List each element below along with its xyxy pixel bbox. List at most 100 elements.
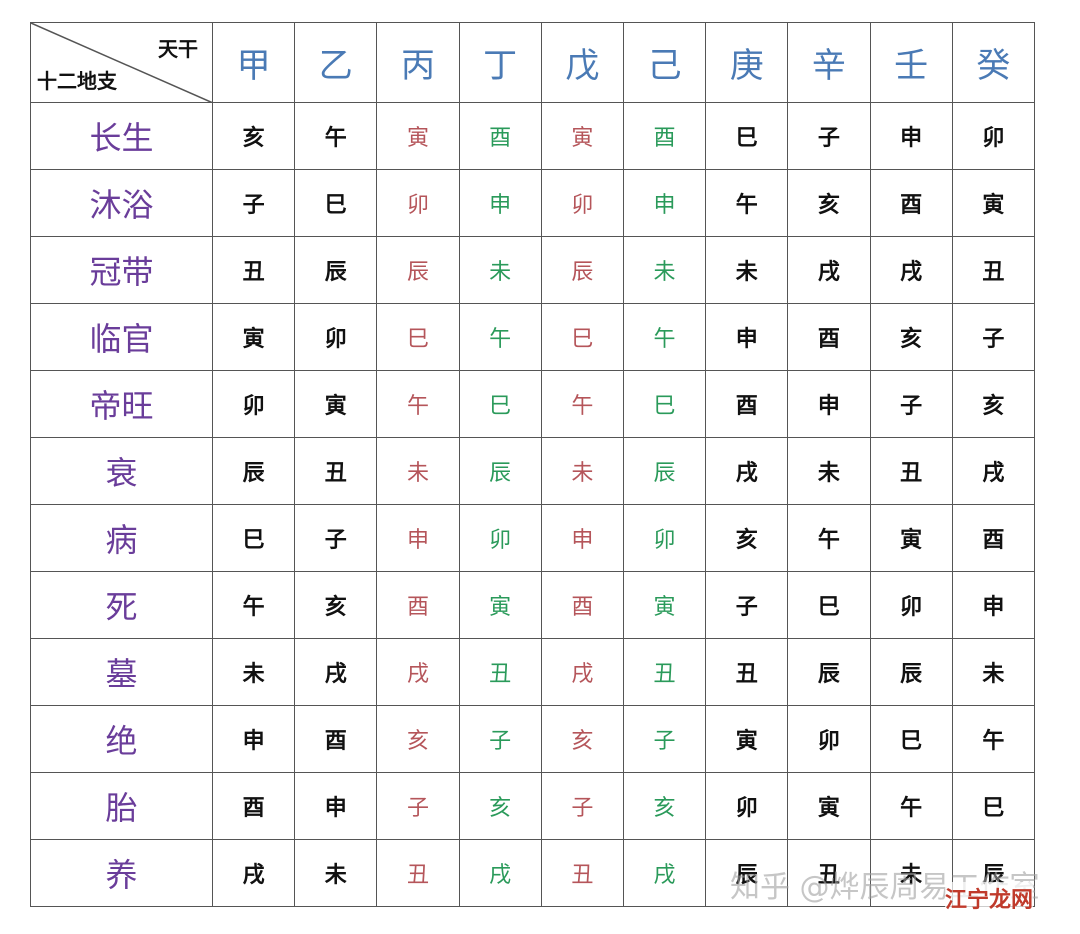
cell: 卯	[211, 370, 296, 438]
cell: 寅	[540, 102, 624, 170]
cell: 午	[211, 571, 296, 639]
cell: 午	[458, 303, 542, 371]
cell: 子	[787, 102, 871, 170]
cell: 未	[376, 437, 460, 505]
cell: 卯	[869, 571, 953, 639]
cell: 子	[458, 705, 542, 773]
cell: 未	[705, 236, 789, 304]
cell: 亥	[787, 169, 871, 237]
cell: 酉	[458, 102, 542, 170]
table: 天干 十二地支 甲乙丙丁戊己庚辛壬癸 长生亥午寅酉寅酉巳子申卯沐浴子巳卯申卯申午…	[30, 22, 1036, 907]
row-label: 临官	[30, 303, 213, 371]
cell: 巳	[622, 370, 707, 438]
row: 养戌未丑戌丑戌辰丑未辰	[30, 839, 1036, 907]
table-body: 长生亥午寅酉寅酉巳子申卯沐浴子巳卯申卯申午亥酉寅冠带丑辰辰未辰未未戌戌丑临官寅卯…	[30, 102, 1036, 907]
column-header: 壬	[869, 22, 953, 103]
cell: 丑	[540, 839, 624, 907]
row: 绝申酉亥子亥子寅卯巳午	[30, 705, 1036, 773]
cell: 巳	[540, 303, 624, 371]
cell: 午	[705, 169, 789, 237]
cell: 亥	[869, 303, 953, 371]
column-header: 甲	[211, 22, 296, 103]
cell: 丑	[294, 437, 378, 505]
row-label: 长生	[30, 102, 213, 170]
cell: 午	[540, 370, 624, 438]
row-label: 病	[30, 504, 213, 572]
cell: 辰	[869, 638, 953, 706]
cell: 申	[622, 169, 707, 237]
cell: 卯	[458, 504, 542, 572]
cell: 丑	[787, 839, 871, 907]
cell: 寅	[458, 571, 542, 639]
row-label: 冠带	[30, 236, 213, 304]
cell: 酉	[540, 571, 624, 639]
cell: 卯	[622, 504, 707, 572]
cell: 戌	[705, 437, 789, 505]
header-row: 天干 十二地支 甲乙丙丁戊己庚辛壬癸	[30, 22, 1036, 103]
row: 病巳子申卯申卯亥午寅酉	[30, 504, 1036, 572]
cell: 辰	[294, 236, 378, 304]
cell: 未	[622, 236, 707, 304]
cell: 卯	[705, 772, 789, 840]
cell: 巳	[951, 772, 1036, 840]
cell: 卯	[951, 102, 1036, 170]
cell: 戌	[787, 236, 871, 304]
cell: 巳	[376, 303, 460, 371]
row-label: 死	[30, 571, 213, 639]
cell: 亥	[376, 705, 460, 773]
cell: 巳	[458, 370, 542, 438]
cell: 巳	[787, 571, 871, 639]
row: 长生亥午寅酉寅酉巳子申卯	[30, 102, 1036, 170]
row: 墓未戌戌丑戌丑丑辰辰未	[30, 638, 1036, 706]
cell: 巳	[705, 102, 789, 170]
cell: 戌	[211, 839, 296, 907]
corner-top: 天干	[158, 37, 198, 61]
cell: 申	[294, 772, 378, 840]
cell: 戌	[869, 236, 953, 304]
cell: 申	[705, 303, 789, 371]
cell: 酉	[951, 504, 1036, 572]
cell: 卯	[540, 169, 624, 237]
cell: 午	[294, 102, 378, 170]
logo: 江宁龙网	[945, 882, 1034, 914]
row-label: 养	[30, 839, 213, 907]
cell: 亥	[622, 772, 707, 840]
cell: 酉	[869, 169, 953, 237]
cell: 子	[211, 169, 296, 237]
row-label: 墓	[30, 638, 213, 706]
cell: 午	[622, 303, 707, 371]
cell: 未	[211, 638, 296, 706]
cell: 申	[540, 504, 624, 572]
cell: 丑	[869, 437, 953, 505]
cell: 申	[787, 370, 871, 438]
cell: 未	[787, 437, 871, 505]
cell: 辰	[458, 437, 542, 505]
corner-bottom: 十二地支	[37, 69, 117, 93]
cell: 寅	[211, 303, 296, 371]
column-header: 己	[622, 22, 707, 103]
row: 沐浴子巳卯申卯申午亥酉寅	[30, 169, 1036, 237]
row-label: 沐浴	[30, 169, 213, 237]
cell: 丑	[376, 839, 460, 907]
cell: 丑	[211, 236, 296, 304]
cell: 子	[705, 571, 789, 639]
cell: 辰	[787, 638, 871, 706]
cell: 戌	[294, 638, 378, 706]
cell: 戌	[951, 437, 1036, 505]
cell: 子	[869, 370, 953, 438]
cell: 寅	[951, 169, 1036, 237]
cell: 子	[376, 772, 460, 840]
cell: 亥	[458, 772, 542, 840]
cell: 申	[458, 169, 542, 237]
cell: 午	[787, 504, 871, 572]
cell: 申	[869, 102, 953, 170]
row-label: 绝	[30, 705, 213, 773]
row: 冠带丑辰辰未辰未未戌戌丑	[30, 236, 1036, 304]
cell: 辰	[540, 236, 624, 304]
cell: 丑	[951, 236, 1036, 304]
cell: 未	[294, 839, 378, 907]
cell: 寅	[294, 370, 378, 438]
row: 临官寅卯巳午巳午申酉亥子	[30, 303, 1036, 371]
cell: 午	[951, 705, 1036, 773]
